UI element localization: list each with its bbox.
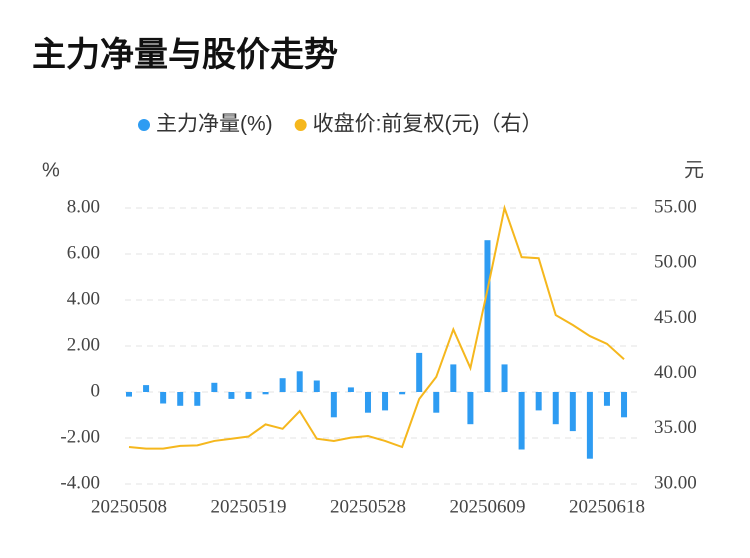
bar: [416, 352, 423, 392]
y-tick-label: 2.00: [67, 334, 100, 355]
bar: [518, 392, 525, 450]
price-line: [128, 204, 625, 450]
y2-tick-label: 30.00: [654, 472, 697, 493]
x-tick-label: 20250618: [569, 496, 645, 517]
bar: [603, 392, 610, 406]
y-tick-label: -2.00: [60, 426, 100, 447]
bar: [586, 392, 593, 459]
bar: [501, 364, 508, 392]
bar: [194, 392, 201, 406]
x-tick-label: 20250508: [91, 496, 167, 517]
bar: [262, 392, 269, 395]
bar: [535, 392, 542, 411]
bar: [330, 392, 337, 418]
bar: [279, 378, 286, 392]
y-tick-label: -4.00: [60, 472, 100, 493]
x-tick-label: 20250528: [330, 496, 406, 517]
y2-axis-label: 元: [684, 159, 704, 181]
y-tick-label: 4.00: [67, 288, 100, 309]
bar: [382, 392, 389, 411]
legend-label: 收盘价:前复权(元)（右）: [313, 113, 543, 136]
legend-marker: [294, 119, 307, 131]
bar: [296, 371, 303, 392]
bar: [569, 392, 576, 432]
y-tick-label: 6.00: [67, 242, 100, 263]
bar: [467, 392, 474, 425]
y2-tick-label: 35.00: [654, 417, 697, 438]
y2-tick-label: 55.00: [654, 196, 697, 217]
bar: [450, 364, 457, 392]
chart-title: 主力净量与股价走势: [32, 36, 338, 74]
y2-tick-label: 40.00: [654, 362, 697, 383]
legend-marker: [138, 119, 150, 131]
y-tick-label: 0: [91, 380, 101, 401]
bar: [228, 392, 235, 399]
bar: [177, 392, 184, 406]
bar: [621, 392, 628, 418]
bar: [552, 392, 559, 425]
y-axis-label: %: [42, 159, 60, 181]
x-tick-label: 20250519: [210, 496, 286, 517]
bar: [364, 392, 371, 413]
bar: [126, 392, 132, 397]
bar: [313, 380, 320, 392]
y-tick-label: 8.00: [67, 196, 100, 217]
x-tick-label: 20250609: [449, 496, 525, 517]
bar: [484, 240, 491, 392]
bar: [347, 387, 354, 392]
bar: [143, 385, 150, 392]
bar: [160, 392, 167, 404]
legend-label: 主力净量(%): [156, 113, 273, 136]
bar: [245, 392, 252, 399]
y2-tick-label: 45.00: [654, 307, 697, 328]
bar: [399, 392, 406, 395]
bar: [211, 382, 218, 392]
bar: [433, 392, 440, 413]
y2-tick-label: 50.00: [654, 252, 697, 273]
